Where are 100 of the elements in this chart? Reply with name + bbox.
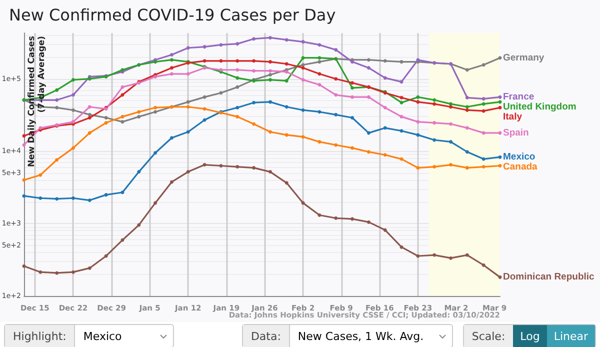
point	[252, 37, 256, 41]
point	[88, 77, 92, 81]
point	[318, 140, 322, 144]
point	[465, 105, 469, 109]
point	[465, 166, 469, 170]
point	[38, 270, 42, 274]
point	[55, 98, 59, 102]
point	[55, 106, 59, 110]
point	[219, 43, 223, 47]
point	[55, 271, 59, 275]
point	[88, 116, 92, 120]
point	[104, 193, 108, 197]
point	[449, 140, 453, 144]
point	[482, 263, 486, 267]
point	[55, 197, 59, 201]
point	[449, 256, 453, 260]
point	[236, 106, 240, 110]
point	[186, 46, 190, 50]
point	[318, 56, 322, 60]
point	[170, 53, 174, 57]
point	[252, 100, 256, 104]
text: Mexico	[82, 330, 123, 342]
point	[416, 133, 420, 137]
point	[236, 68, 240, 72]
point	[170, 72, 174, 76]
point	[219, 59, 223, 63]
point	[366, 220, 370, 224]
point	[498, 275, 502, 279]
point	[252, 122, 256, 126]
point	[284, 79, 288, 83]
point	[498, 106, 502, 110]
point	[383, 126, 387, 130]
point	[268, 72, 272, 76]
point	[334, 143, 338, 147]
point	[318, 72, 322, 76]
point	[120, 93, 124, 97]
point	[71, 196, 75, 200]
point	[366, 58, 370, 62]
point	[38, 173, 42, 177]
point	[383, 106, 387, 110]
point	[170, 180, 174, 184]
point	[318, 82, 322, 86]
series-label: Canada	[503, 162, 538, 173]
point	[350, 217, 354, 221]
point	[416, 166, 420, 170]
point	[284, 105, 288, 109]
point	[71, 108, 75, 112]
point	[71, 93, 75, 97]
point	[236, 42, 240, 46]
text: New Cases, 1 Wk. Avg.	[296, 330, 425, 342]
point	[465, 96, 469, 100]
point	[186, 170, 190, 174]
point	[301, 66, 305, 70]
point	[268, 60, 272, 64]
point	[252, 166, 256, 170]
series-label: Mexico	[503, 152, 536, 163]
point	[449, 105, 453, 109]
point	[482, 63, 486, 67]
point	[465, 253, 469, 257]
series-label: Dominican Republic	[503, 272, 594, 283]
point	[268, 69, 272, 73]
text: Scale:	[464, 325, 514, 347]
point	[104, 121, 108, 125]
point	[432, 102, 436, 106]
text: Data:	[242, 325, 290, 347]
point	[202, 59, 206, 63]
point	[334, 216, 338, 220]
point	[400, 80, 404, 84]
point	[432, 98, 436, 102]
point	[154, 201, 158, 205]
point	[383, 59, 387, 63]
point	[400, 60, 404, 64]
point	[268, 100, 272, 104]
point	[202, 107, 206, 111]
point	[268, 130, 272, 134]
point	[170, 136, 174, 140]
point	[465, 68, 469, 72]
point	[22, 134, 26, 138]
point	[137, 170, 141, 174]
point	[268, 36, 272, 40]
point	[88, 112, 92, 116]
text: Linear	[546, 325, 595, 347]
series-label: Germany	[503, 52, 545, 64]
point	[202, 95, 206, 99]
text: Highlight:	[5, 325, 76, 347]
point	[88, 131, 92, 135]
point	[432, 253, 436, 257]
y-axis-title: New Daily Confirmed Cases (7-day Average)	[27, 36, 47, 167]
point	[301, 108, 305, 112]
point	[38, 196, 42, 200]
point	[416, 95, 420, 99]
point	[120, 120, 124, 124]
point	[202, 163, 206, 167]
point	[137, 223, 141, 227]
point	[366, 95, 370, 99]
point	[334, 77, 338, 81]
point	[219, 91, 223, 95]
point	[236, 85, 240, 89]
point	[449, 163, 453, 167]
point	[482, 102, 486, 106]
